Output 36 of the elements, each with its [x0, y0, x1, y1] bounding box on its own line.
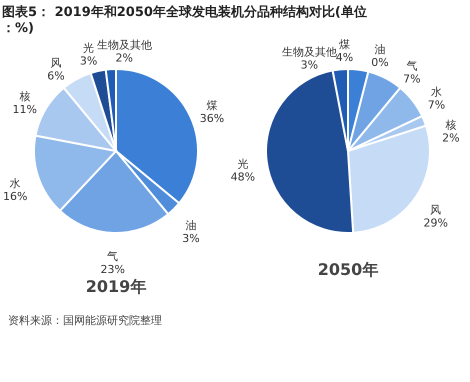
data-label: 48%: [230, 170, 256, 184]
category-label: 油: [374, 42, 386, 56]
slice-label: 气: [406, 59, 418, 72]
slice-label: 煤: [206, 98, 218, 112]
data-label: 6%: [47, 70, 65, 83]
chart-title: 图表5： 2019年和2050年全球发电装机分品种结构对比(单位：%): [2, 4, 367, 36]
data-label: 3%: [182, 232, 200, 245]
data-label: 16%: [2, 190, 28, 203]
slice-label: 气: [107, 250, 118, 263]
data-label: 4%: [336, 51, 354, 64]
slice-label: 光: [237, 157, 248, 170]
text: 2050年: [318, 260, 378, 279]
data-label: 2%: [116, 51, 134, 64]
text: 资料来源：国网能源研究院整理: [7, 313, 163, 328]
data-label: 2%: [442, 131, 460, 144]
data-label: 3%: [80, 54, 98, 68]
slice-label: 煤: [338, 38, 350, 52]
slice-label: 水: [10, 176, 21, 190]
data-label: 7%: [428, 98, 446, 112]
data-label: 23%: [100, 262, 125, 276]
data-label: 36%: [200, 112, 224, 125]
data-label: 3%: [300, 58, 318, 72]
slice-label: 生物及其他: [282, 45, 337, 58]
slice-label: 核: [18, 90, 30, 104]
slice-label: 生物及其他: [96, 38, 152, 52]
data-label: 7%: [403, 72, 421, 86]
slice-label: 核: [444, 118, 456, 132]
slice-label: 光: [83, 42, 94, 55]
data-label: 29%: [423, 216, 448, 230]
slice-label: 水: [430, 86, 442, 99]
text: 2019年: [86, 276, 146, 296]
slice-label: 风: [430, 204, 442, 217]
slice-label: 风: [50, 56, 62, 70]
text: 0%: [371, 56, 389, 69]
data-label: 11%: [12, 103, 37, 116]
slice-label: 油: [185, 218, 196, 232]
